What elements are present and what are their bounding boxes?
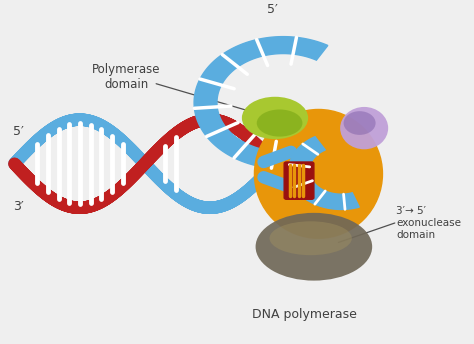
Ellipse shape xyxy=(257,109,302,137)
Ellipse shape xyxy=(270,221,352,255)
Text: 3′: 3′ xyxy=(13,200,24,213)
Text: 5′: 5′ xyxy=(267,3,278,16)
Text: 3′→ 5′
exonuclease
domain: 3′→ 5′ exonuclease domain xyxy=(396,206,461,240)
Text: 5′: 5′ xyxy=(13,125,24,138)
Polygon shape xyxy=(194,36,328,169)
Ellipse shape xyxy=(242,97,308,139)
Text: DNA polymerase: DNA polymerase xyxy=(252,308,357,321)
Text: Polymerase
domain: Polymerase domain xyxy=(92,63,161,91)
Ellipse shape xyxy=(255,109,383,238)
Polygon shape xyxy=(289,137,359,209)
Ellipse shape xyxy=(344,111,375,135)
FancyBboxPatch shape xyxy=(284,162,314,199)
Ellipse shape xyxy=(255,213,372,281)
Ellipse shape xyxy=(340,107,388,149)
